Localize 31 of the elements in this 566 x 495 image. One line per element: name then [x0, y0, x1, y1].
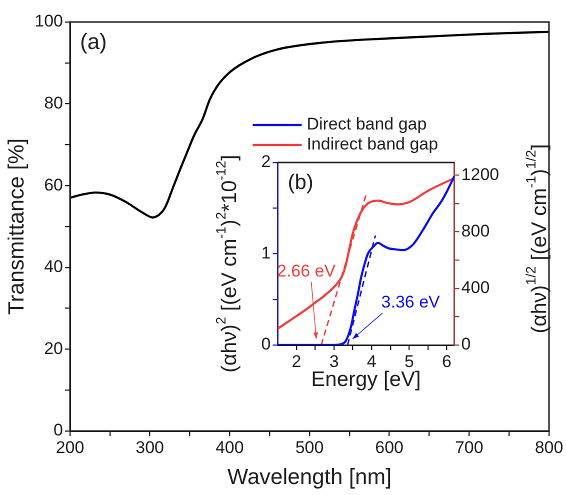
y-tick-label: 2 [261, 152, 271, 172]
y-tick-label: 0 [261, 334, 271, 354]
annotation: (b) [288, 170, 314, 194]
y-tick-label: 1 [261, 243, 271, 262]
legend-label: Indirect band gap [306, 134, 438, 154]
y-tick-label: 60 [44, 175, 63, 194]
y2-tick-label: 0 [461, 334, 471, 354]
y-tick-label: 80 [44, 93, 63, 112]
x-tick-label: 700 [454, 438, 484, 457]
y-tick-label: 40 [44, 257, 63, 276]
x-tick-label: 300 [136, 438, 164, 457]
line-series [70, 30, 549, 219]
x-tick-label: 400 [215, 438, 244, 457]
x-tick-label: 500 [295, 438, 324, 457]
y-tick-label: 0 [54, 420, 63, 440]
annotation: 3.36 eV [381, 292, 441, 312]
x-tick-label: 6 [442, 352, 452, 371]
x-axis-title: Wavelength [nm] [227, 464, 392, 489]
x-tick-label: 600 [375, 438, 404, 457]
y-axis-title: Transmittance [%] [3, 138, 28, 315]
y2-tick-label: 1200 [461, 164, 500, 184]
y-tick-label: 100 [34, 12, 63, 31]
y2-tick-label: 800 [461, 222, 490, 241]
x-tick-label: 200 [56, 438, 84, 457]
legend-label: Direct band gap [306, 114, 427, 134]
annotation: (a) [80, 29, 107, 54]
y2-tick-label: 400 [461, 278, 490, 298]
x-tick-label: 800 [534, 438, 564, 457]
x-tick-label: 2 [292, 352, 302, 371]
y-tick-label: 20 [44, 338, 63, 358]
text: (αhν)2 [(eV cm-1)2*10-12] [213, 154, 241, 373]
